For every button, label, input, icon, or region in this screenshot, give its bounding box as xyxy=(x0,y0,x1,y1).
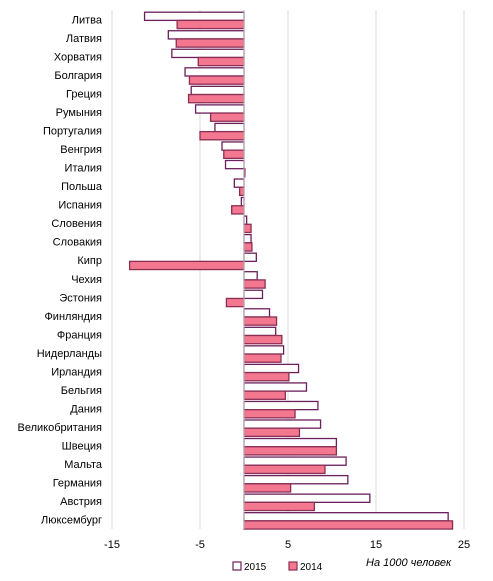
bar-2014-16 xyxy=(243,316,278,326)
category-label: Португалия xyxy=(43,125,102,137)
bar-2015-4 xyxy=(190,85,245,96)
x-tick-label: 15 xyxy=(370,539,382,551)
x-tick-label: -15 xyxy=(104,539,120,551)
bar-2014-10 xyxy=(231,205,245,215)
bar-2014-26 xyxy=(243,501,316,512)
unit-label: На 1000 человек xyxy=(366,557,452,569)
category-label: Венгрия xyxy=(60,144,102,156)
category-label: Бельгия xyxy=(61,385,102,397)
bar-2015-21 xyxy=(243,400,319,411)
bar-2014-19 xyxy=(243,371,290,382)
category-label: Словения xyxy=(51,218,102,230)
category-label: Словакия xyxy=(53,237,102,249)
bar-2015-19 xyxy=(243,363,300,374)
category-label: Дания xyxy=(70,404,102,416)
bar-2014-22 xyxy=(243,427,301,438)
bar-2014-4 xyxy=(187,93,245,104)
category-label: Кипр xyxy=(77,255,102,267)
category-label: Франция xyxy=(57,329,102,341)
bar-2014-11 xyxy=(243,223,252,234)
bar-2014-18 xyxy=(243,353,282,363)
category-label: Румыния xyxy=(56,107,102,119)
bar-2015-16 xyxy=(243,308,271,318)
x-tick-label: 5 xyxy=(285,539,291,551)
bar-2015-24 xyxy=(243,456,347,466)
category-label: Латвия xyxy=(66,33,102,45)
bar-2014-5 xyxy=(209,112,245,122)
category-label: Литва xyxy=(72,14,103,26)
bar-2015-17 xyxy=(243,326,277,337)
category-label: Испания xyxy=(58,200,102,212)
x-tick-labels: -15 -5 5 15 25 xyxy=(104,539,470,551)
legend-swatch-2015 xyxy=(232,561,242,571)
bar-2014-14 xyxy=(243,279,266,289)
bar-2015-25 xyxy=(243,474,349,485)
category-label: Мальта xyxy=(64,459,103,471)
bar-2014-2 xyxy=(197,56,245,67)
bar-2015-23 xyxy=(243,437,338,448)
bar-2015-14 xyxy=(243,271,258,281)
bar-2015-0 xyxy=(143,11,245,22)
legend: 2015 2014 xyxy=(232,561,323,573)
bar-2014-9 xyxy=(238,186,245,197)
bar-2015-8 xyxy=(224,159,245,170)
bar-2014-13 xyxy=(128,260,245,271)
category-label: Нидерланды xyxy=(37,348,102,360)
bar-2015-1 xyxy=(167,30,245,40)
bar-2014-21 xyxy=(243,408,296,419)
x-tick-label: -5 xyxy=(195,539,205,551)
bar-2014-1 xyxy=(175,38,245,48)
bar-2014-3 xyxy=(188,75,245,85)
category-label: Эстония xyxy=(59,292,102,304)
category-label: Германия xyxy=(53,478,102,490)
category-label: Великобритания xyxy=(18,422,103,434)
bars xyxy=(128,11,454,530)
category-label: Финляндия xyxy=(44,311,102,323)
category-label: Австрия xyxy=(60,496,102,508)
bar-2014-0 xyxy=(176,19,245,30)
bar-2014-20 xyxy=(243,390,287,400)
bar-2015-15 xyxy=(243,289,264,300)
category-label: Греция xyxy=(66,88,102,100)
bar-2015-12 xyxy=(243,233,252,244)
bar-2014-12 xyxy=(243,242,253,252)
bar-2014-27 xyxy=(243,520,454,530)
bar-2014-15 xyxy=(225,297,245,308)
bar-2015-26 xyxy=(243,493,371,503)
bar-2015-7 xyxy=(221,141,245,151)
bar-2015-27 xyxy=(243,512,449,522)
bar-2014-25 xyxy=(243,483,292,493)
bar-2015-9 xyxy=(233,178,245,188)
bar-2015-5 xyxy=(194,104,245,114)
bar-2014-23 xyxy=(243,446,338,456)
legend-swatch-2014 xyxy=(288,561,298,571)
bar-2015-13 xyxy=(243,252,257,263)
bar-2014-7 xyxy=(223,149,245,159)
legend-label-2014: 2014 xyxy=(300,562,323,573)
category-label: Ирландия xyxy=(51,366,102,378)
bar-2015-2 xyxy=(171,48,245,59)
bar-2015-18 xyxy=(243,345,285,355)
bar-2014-24 xyxy=(243,464,326,475)
category-labels: Литва Латвия Хорватия Болгария Греция Румыния… xyxy=(18,14,103,526)
category-label: Италия xyxy=(65,163,103,175)
bar-2014-6 xyxy=(199,130,245,141)
bar-2015-3 xyxy=(184,67,245,77)
bar-2014-17 xyxy=(243,334,283,345)
category-label: Люксембург xyxy=(41,515,102,527)
category-label: Польша xyxy=(61,181,103,193)
category-label: Хорватия xyxy=(54,51,102,63)
category-label: Швеция xyxy=(62,441,102,453)
category-label: Чехия xyxy=(71,274,102,286)
bar-2015-6 xyxy=(214,122,245,133)
bar-2015-22 xyxy=(243,419,322,429)
bar-2015-20 xyxy=(243,382,308,392)
x-tick-label: 25 xyxy=(458,539,470,551)
category-label: Болгария xyxy=(54,70,102,82)
legend-label-2015: 2015 xyxy=(244,562,267,573)
